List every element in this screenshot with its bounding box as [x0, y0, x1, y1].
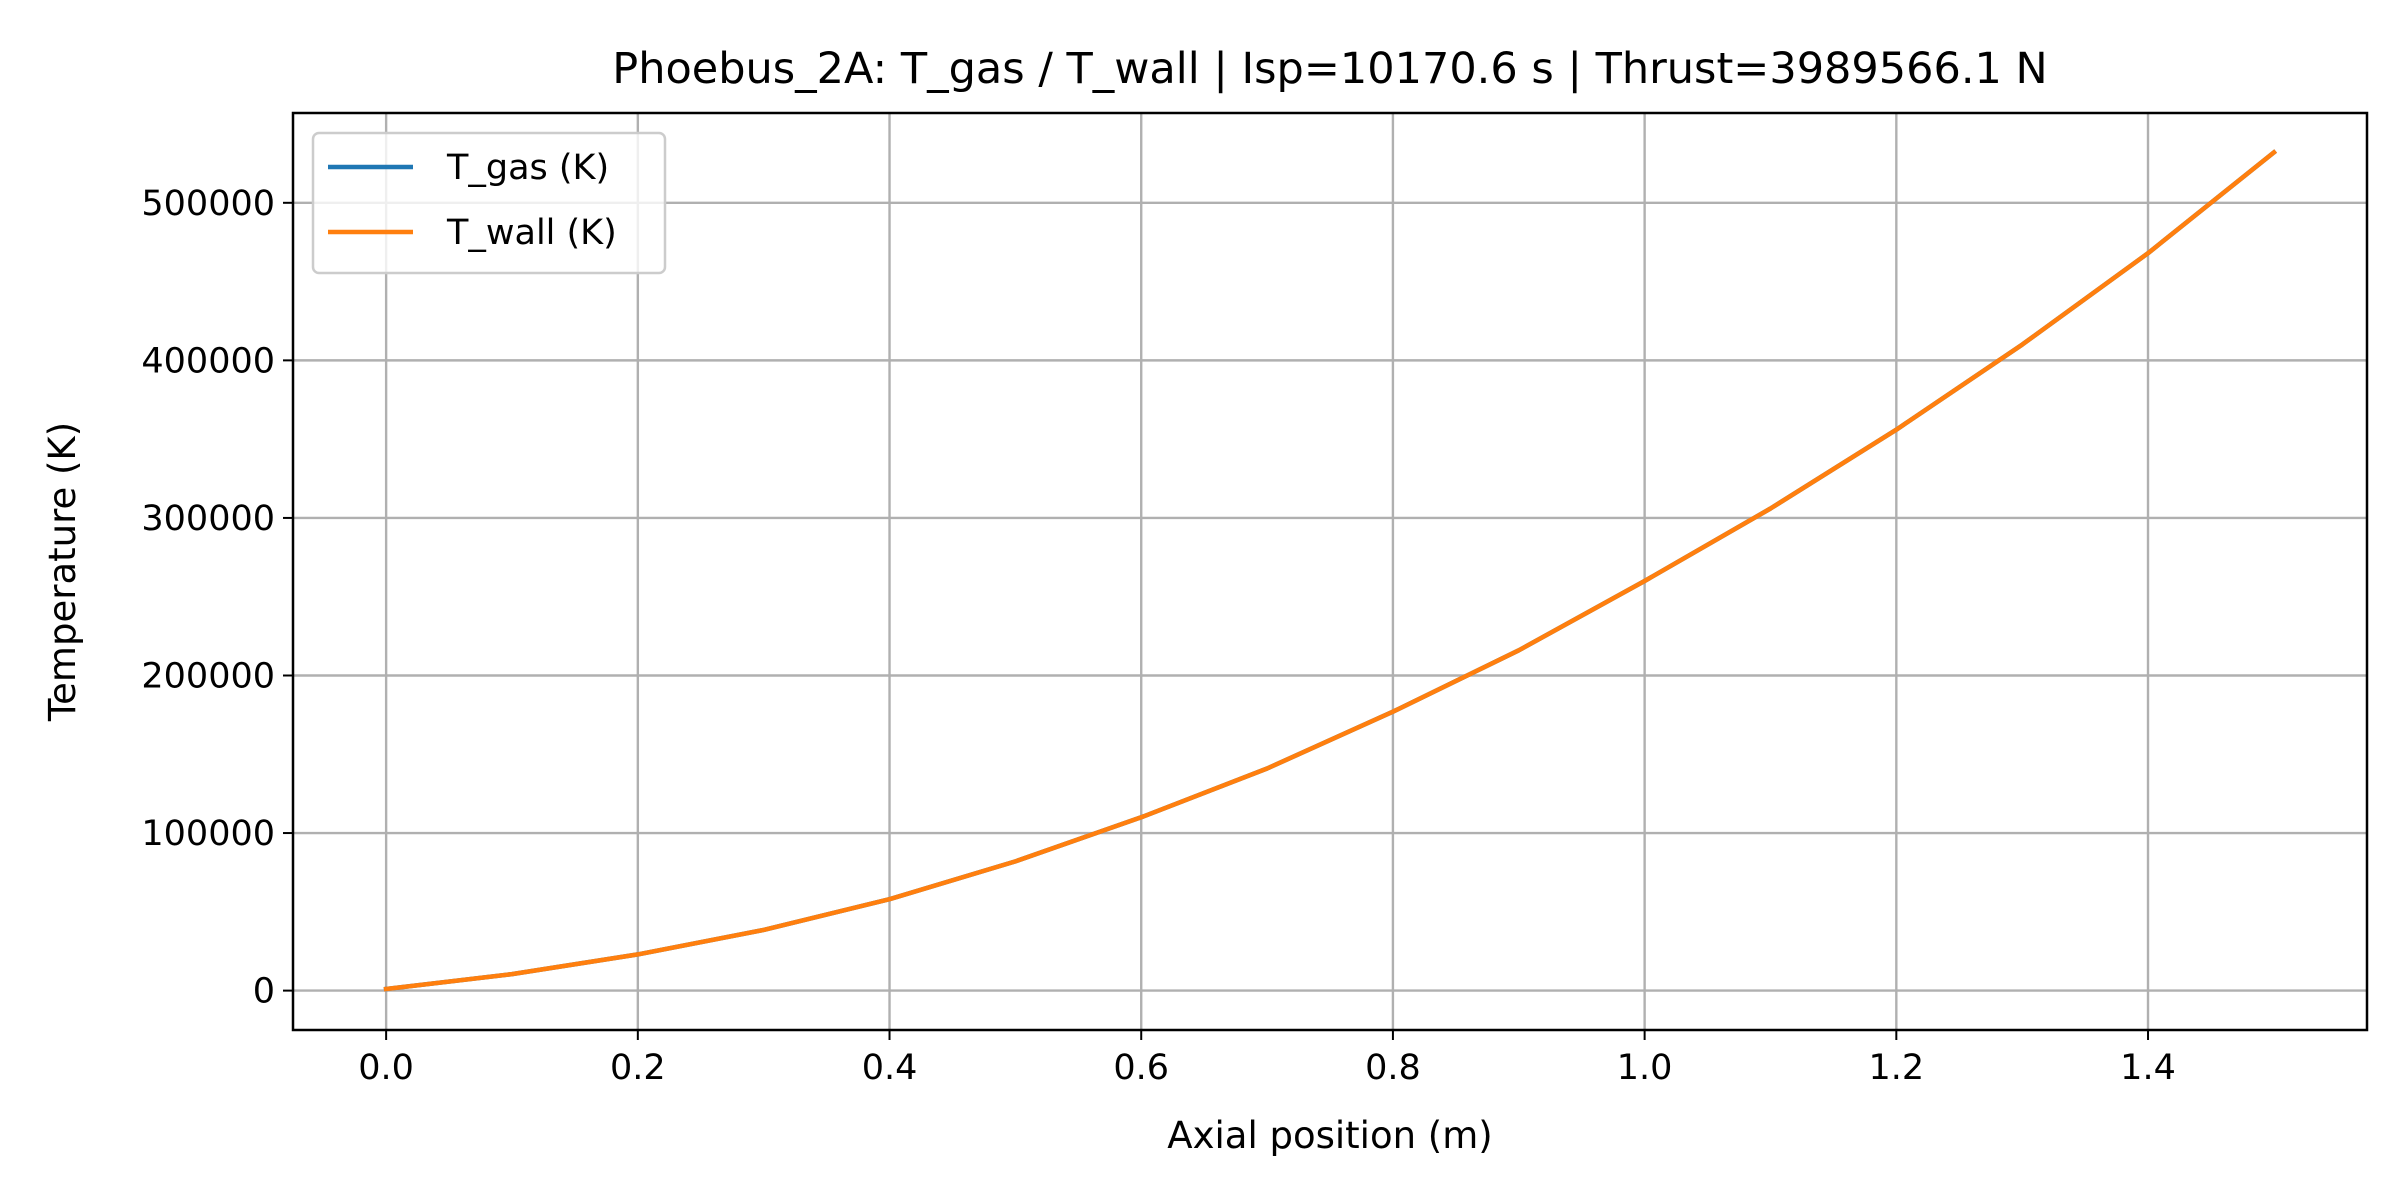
legend: T_gas (K) T_wall (K) [311, 131, 667, 275]
x-tick-label: 1.4 [2120, 1048, 2176, 1088]
y-tick-label: 0 [253, 972, 275, 1012]
x-tick-label: 1.0 [1617, 1048, 1673, 1088]
plot-frame [291, 111, 2369, 1032]
x-tick-label: 0.2 [610, 1048, 666, 1088]
y-tick-label: 500000 [141, 184, 275, 224]
x-tick-label: 0.8 [1365, 1048, 1421, 1088]
series-line-t-wall [383, 149, 2278, 992]
y-tick-label: 300000 [141, 499, 275, 539]
axis-ticks: 0.0 0.2 0.4 0.6 0.8 1.0 1.2 1.4 0 100000 200000 300… [141, 184, 2175, 1088]
y-tick-label: 400000 [141, 341, 275, 381]
x-tick-label: 0.0 [358, 1048, 414, 1088]
series-lines [383, 149, 2278, 992]
legend-label: T_gas (K) [446, 148, 609, 188]
grid-lines [293, 113, 2367, 1030]
chart-title: Phoebus_2A: T_gas / T_wall | Isp=10170.6… [612, 44, 2047, 94]
x-tick-label: 1.2 [1868, 1048, 1924, 1088]
x-axis-label: Axial position (m) [1167, 1114, 1492, 1157]
x-tick-label: 0.6 [1113, 1048, 1169, 1088]
x-tick-label: 0.4 [862, 1048, 918, 1088]
y-axis-label: Temperature (K) [41, 422, 84, 722]
y-tick-label: 200000 [141, 656, 275, 696]
legend-label: T_wall (K) [446, 213, 617, 253]
y-tick-label: 100000 [141, 814, 275, 854]
